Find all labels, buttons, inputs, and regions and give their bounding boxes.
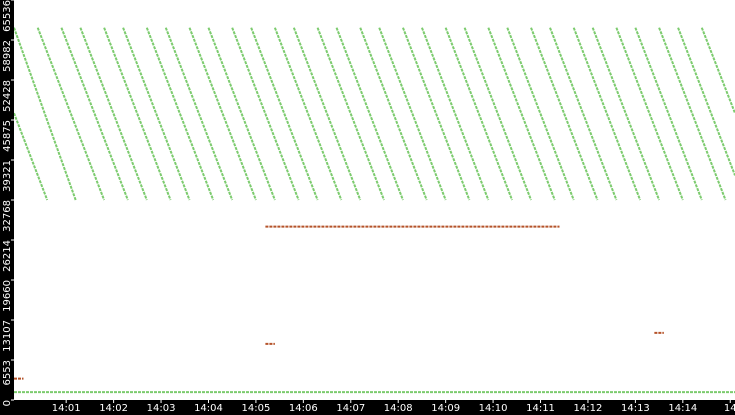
activity-streak xyxy=(463,27,532,201)
x-tick-label: 14:14 xyxy=(668,403,697,414)
x-tick-label: 14:03 xyxy=(147,403,176,414)
x-tick-label: 14:13 xyxy=(621,403,650,414)
y-tick-label: 19660 xyxy=(2,280,13,312)
activity-streak xyxy=(231,27,300,201)
activity-streak xyxy=(487,27,556,201)
activity-streak xyxy=(188,27,257,201)
y-tick-label: 0 xyxy=(2,400,13,406)
activity-streak xyxy=(164,27,234,201)
y-tick-label: 65536 xyxy=(2,0,13,32)
y-tick-label: 13107 xyxy=(2,320,13,352)
y-tick-label: 6553 xyxy=(2,360,13,385)
x-tick-label: 14:04 xyxy=(194,403,223,414)
activity-streak xyxy=(506,27,575,201)
x-tick-label: 14:09 xyxy=(431,403,460,414)
y-tick-label: 45875 xyxy=(2,120,13,152)
activity-streak xyxy=(658,27,727,201)
activity-streak xyxy=(145,27,215,201)
x-tick-label: 14:05 xyxy=(242,403,271,414)
x-tick-label: 14:07 xyxy=(336,403,365,414)
activity-streak xyxy=(378,27,447,201)
activity-streak xyxy=(615,27,684,201)
y-tick-label: 58982 xyxy=(2,40,13,72)
activity-streak xyxy=(335,27,404,201)
x-tick-label: 14:11 xyxy=(526,403,555,414)
activity-streak xyxy=(207,27,276,201)
activity-streak xyxy=(250,27,319,201)
activity-streak xyxy=(292,27,362,201)
plot-area xyxy=(14,27,735,394)
y-tick-label: 39321 xyxy=(2,160,13,192)
x-tick-label: 14:06 xyxy=(289,403,318,414)
activity-streak xyxy=(530,27,599,201)
activity-streak xyxy=(421,27,490,201)
activity-streak xyxy=(14,27,77,201)
activity-streak xyxy=(700,27,735,114)
activity-streak xyxy=(402,27,471,201)
y-tick-label: 26214 xyxy=(2,240,13,272)
activity-streak xyxy=(273,27,343,201)
x-tick-label: 14:08 xyxy=(384,403,413,414)
activity-streak xyxy=(549,27,618,201)
x-axis-strip xyxy=(0,400,735,415)
y-axis-strip xyxy=(0,0,14,415)
activity-streak xyxy=(60,27,129,201)
activity-streak xyxy=(572,27,642,201)
y-tick-label: 52428 xyxy=(2,80,13,112)
activity-streak xyxy=(444,27,513,201)
x-tick-label: 14:12 xyxy=(574,403,603,414)
activity-streak xyxy=(122,27,191,201)
x-tick-label: 14:10 xyxy=(479,403,508,414)
activity-streak xyxy=(103,27,172,201)
x-tick-label: 14:01 xyxy=(52,403,81,414)
activity-streak xyxy=(634,27,703,201)
activity-streak xyxy=(79,27,148,201)
y-tick-label: 32768 xyxy=(2,200,13,232)
activity-streak xyxy=(316,27,385,201)
activity-streak xyxy=(14,112,49,201)
activity-streak xyxy=(36,27,106,201)
x-tick-label: 14 xyxy=(724,403,735,414)
activity-streak xyxy=(677,27,735,176)
x-tick-label: 14:02 xyxy=(99,403,128,414)
activity-streak xyxy=(359,27,428,201)
activity-streak xyxy=(591,27,661,201)
